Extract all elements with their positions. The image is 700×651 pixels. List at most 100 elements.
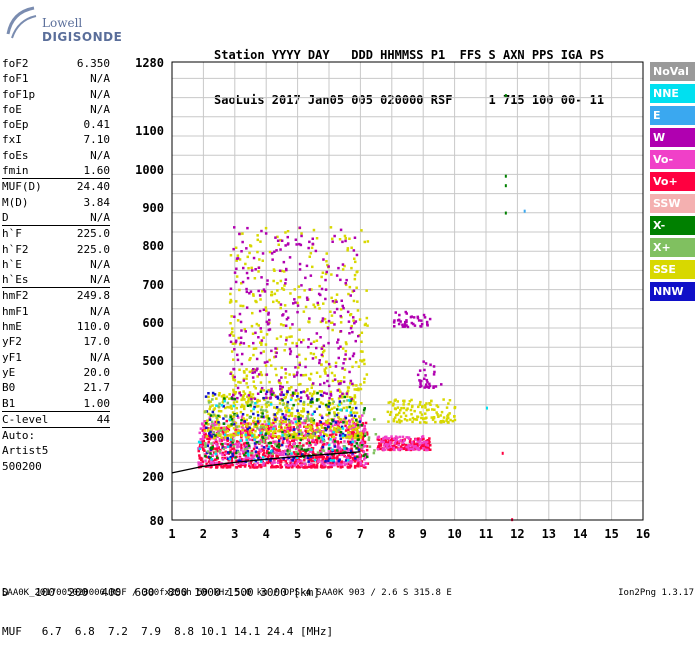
echo-point (357, 433, 360, 436)
echo-point (374, 433, 378, 436)
echo-point (287, 434, 291, 437)
echo-point (346, 466, 350, 469)
echo-point (357, 460, 360, 464)
echo-point (232, 390, 235, 394)
param-row: h`F 225.0 (2, 225, 110, 241)
echo-point (394, 407, 397, 411)
echo-point (352, 426, 355, 429)
echo-point (210, 465, 213, 469)
echo-point (296, 409, 299, 412)
echo-point (262, 336, 265, 339)
echo-point (225, 456, 229, 459)
echo-point (278, 444, 282, 447)
echo-point (254, 430, 257, 433)
echo-point (327, 425, 330, 429)
echo-point (204, 444, 207, 447)
echo-point (389, 442, 392, 445)
echo-point (300, 464, 304, 468)
echo-point (199, 464, 202, 467)
echo-point (339, 440, 343, 444)
echo-point (403, 438, 406, 441)
echo-point (292, 464, 295, 468)
echo-point (329, 394, 333, 397)
echo-point (420, 379, 423, 383)
echo-point (266, 451, 270, 454)
echo-point (280, 397, 283, 401)
echo-point (333, 378, 337, 381)
echo-point (223, 399, 226, 403)
echo-point (323, 433, 326, 436)
echo-point (363, 240, 366, 244)
echo-point (207, 460, 211, 463)
echo-point (200, 462, 203, 466)
echo-point (306, 425, 310, 429)
echo-point (393, 319, 396, 322)
echo-point (396, 406, 400, 409)
echo-point (252, 463, 256, 467)
echo-point (284, 244, 287, 247)
echo-point (291, 459, 294, 462)
echo-point (326, 461, 329, 465)
echo-point (215, 433, 219, 436)
echo-point (392, 418, 396, 421)
echo-point (309, 426, 313, 429)
echo-point (324, 458, 328, 461)
echo-point (272, 451, 276, 454)
echo-point (228, 419, 232, 422)
echo-point (321, 443, 325, 447)
echo-point (294, 399, 298, 402)
echo-point (304, 463, 307, 466)
echo-point (255, 300, 258, 304)
echo-point (266, 414, 269, 418)
echo-point (238, 391, 241, 394)
echo-point (236, 450, 240, 453)
echo-point (245, 432, 248, 436)
echo-point (286, 452, 289, 455)
echo-point (245, 438, 249, 441)
echo-point (342, 451, 345, 454)
echo-point (229, 461, 232, 465)
echo-point (248, 416, 251, 419)
echo-point (283, 304, 287, 307)
echo-point (202, 448, 205, 451)
echo-point (340, 299, 343, 302)
echo-point (353, 388, 356, 391)
echo-point (268, 250, 272, 254)
echo-point (349, 435, 353, 439)
echo-point (209, 433, 212, 436)
echo-point (339, 450, 343, 453)
echo-point (286, 390, 289, 394)
echo-point (247, 394, 251, 397)
echo-point (356, 434, 360, 438)
echo-point (302, 455, 306, 459)
echo-point (327, 437, 331, 440)
echo-point (199, 465, 203, 469)
echo-point (420, 325, 423, 328)
echo-point (319, 450, 322, 453)
echo-point (201, 423, 204, 426)
echo-point (349, 464, 352, 467)
echo-point (300, 459, 303, 463)
echo-point (228, 406, 231, 409)
echo-point (296, 427, 300, 430)
echo-point (255, 369, 258, 372)
echo-point (352, 453, 355, 456)
echo-point (267, 445, 271, 448)
echo-point (286, 427, 289, 431)
echo-point (243, 446, 246, 450)
echo-point (269, 459, 272, 462)
echo-point (281, 385, 284, 389)
echo-point (232, 439, 235, 442)
echo-point (345, 436, 348, 439)
echo-point (419, 440, 422, 443)
echo-point (257, 457, 260, 461)
echo-point (312, 432, 316, 435)
echo-point (298, 226, 301, 230)
echo-point (326, 424, 330, 427)
echo-point (364, 462, 368, 465)
echo-point (326, 326, 330, 330)
echo-point (262, 446, 266, 449)
echo-point (243, 398, 246, 401)
echo-point (305, 394, 309, 397)
echo-point (204, 465, 208, 468)
